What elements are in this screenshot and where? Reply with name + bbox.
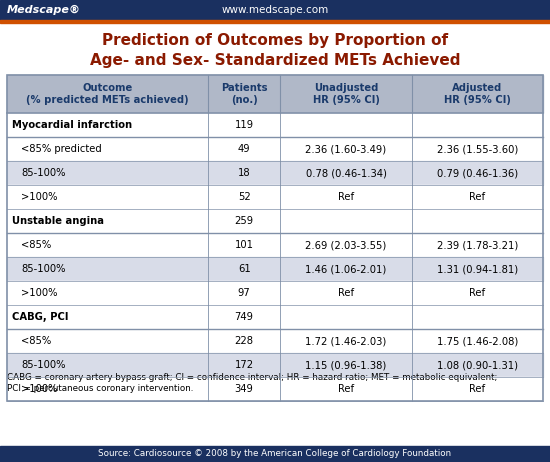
Text: Medscape®: Medscape® [7, 5, 81, 15]
Bar [0, 0, 550, 20]
Text: 2.36 (1.60-3.49): 2.36 (1.60-3.49) [305, 144, 387, 154]
Text: 18: 18 [238, 168, 250, 178]
Bar [7, 75, 543, 113]
Bar [0, 23, 550, 75]
Text: 119: 119 [235, 120, 254, 130]
Text: www.medscape.com: www.medscape.com [221, 5, 329, 15]
Text: 85-100%: 85-100% [21, 264, 65, 274]
Text: <85%: <85% [21, 336, 51, 346]
Text: Ref: Ref [338, 384, 354, 394]
Text: 1.31 (0.94-1.81): 1.31 (0.94-1.81) [437, 264, 518, 274]
Text: 349: 349 [235, 384, 254, 394]
Text: Unadjusted
HR (95% CI): Unadjusted HR (95% CI) [312, 83, 380, 105]
Text: >100%: >100% [21, 288, 58, 298]
Text: Age- and Sex- Standardized METs Achieved: Age- and Sex- Standardized METs Achieved [90, 53, 460, 68]
Text: 172: 172 [235, 360, 254, 370]
Text: Outcome
(% predicted METs achieved): Outcome (% predicted METs achieved) [26, 83, 189, 105]
Text: 61: 61 [238, 264, 251, 274]
Text: 2.39 (1.78-3.21): 2.39 (1.78-3.21) [437, 240, 518, 250]
Bar [7, 281, 543, 305]
Bar [7, 377, 543, 401]
Text: >100%: >100% [21, 192, 58, 202]
Text: Ref: Ref [469, 384, 486, 394]
Text: >100%: >100% [21, 384, 58, 394]
Text: 1.15 (0.96-1.38): 1.15 (0.96-1.38) [305, 360, 387, 370]
Bar [7, 137, 543, 161]
Text: 2.69 (2.03-3.55): 2.69 (2.03-3.55) [305, 240, 387, 250]
Text: 101: 101 [235, 240, 254, 250]
Text: 1.08 (0.90-1.31): 1.08 (0.90-1.31) [437, 360, 518, 370]
Bar [7, 353, 543, 377]
Text: 0.78 (0.46-1.34): 0.78 (0.46-1.34) [306, 168, 387, 178]
Text: 1.72 (1.46-2.03): 1.72 (1.46-2.03) [305, 336, 387, 346]
Text: CABG = coronary artery bypass graft; CI = confidence interval; HR = hazard ratio: CABG = coronary artery bypass graft; CI … [7, 373, 497, 382]
Text: 1.46 (1.06-2.01): 1.46 (1.06-2.01) [305, 264, 387, 274]
Bar [7, 185, 543, 209]
Bar [7, 329, 543, 353]
Bar [0, 20, 550, 23]
Text: 1.75 (1.46-2.08): 1.75 (1.46-2.08) [437, 336, 518, 346]
Text: Patients
(no.): Patients (no.) [221, 83, 267, 105]
Bar [7, 113, 543, 137]
Text: 749: 749 [235, 312, 254, 322]
Bar [7, 305, 543, 329]
Text: 49: 49 [238, 144, 250, 154]
Bar [0, 446, 550, 462]
Text: Myocardial infarction: Myocardial infarction [12, 120, 132, 130]
Text: Ref: Ref [338, 288, 354, 298]
Bar [7, 75, 543, 401]
Text: PCI = percutaneous coronary intervention.: PCI = percutaneous coronary intervention… [7, 384, 194, 393]
Text: 85-100%: 85-100% [21, 168, 65, 178]
Text: Ref: Ref [469, 192, 486, 202]
Text: Ref: Ref [469, 288, 486, 298]
Text: Unstable angina: Unstable angina [12, 216, 104, 226]
Text: 2.36 (1.55-3.60): 2.36 (1.55-3.60) [437, 144, 518, 154]
Text: Adjusted
HR (95% CI): Adjusted HR (95% CI) [444, 83, 511, 105]
Bar [7, 233, 543, 257]
Bar [7, 209, 543, 233]
Text: Ref: Ref [338, 192, 354, 202]
Text: <85%: <85% [21, 240, 51, 250]
Text: 259: 259 [235, 216, 254, 226]
Bar [7, 257, 543, 281]
Text: Source: Cardiosource © 2008 by the American College of Cardiology Foundation: Source: Cardiosource © 2008 by the Ameri… [98, 450, 452, 458]
Text: 52: 52 [238, 192, 251, 202]
Text: <85% predicted: <85% predicted [21, 144, 102, 154]
Bar [7, 161, 543, 185]
Text: Prediction of Outcomes by Proportion of: Prediction of Outcomes by Proportion of [102, 33, 448, 48]
Text: 228: 228 [235, 336, 254, 346]
Text: 85-100%: 85-100% [21, 360, 65, 370]
Text: CABG, PCI: CABG, PCI [12, 312, 69, 322]
Text: 0.79 (0.46-1.36): 0.79 (0.46-1.36) [437, 168, 518, 178]
Text: 97: 97 [238, 288, 251, 298]
